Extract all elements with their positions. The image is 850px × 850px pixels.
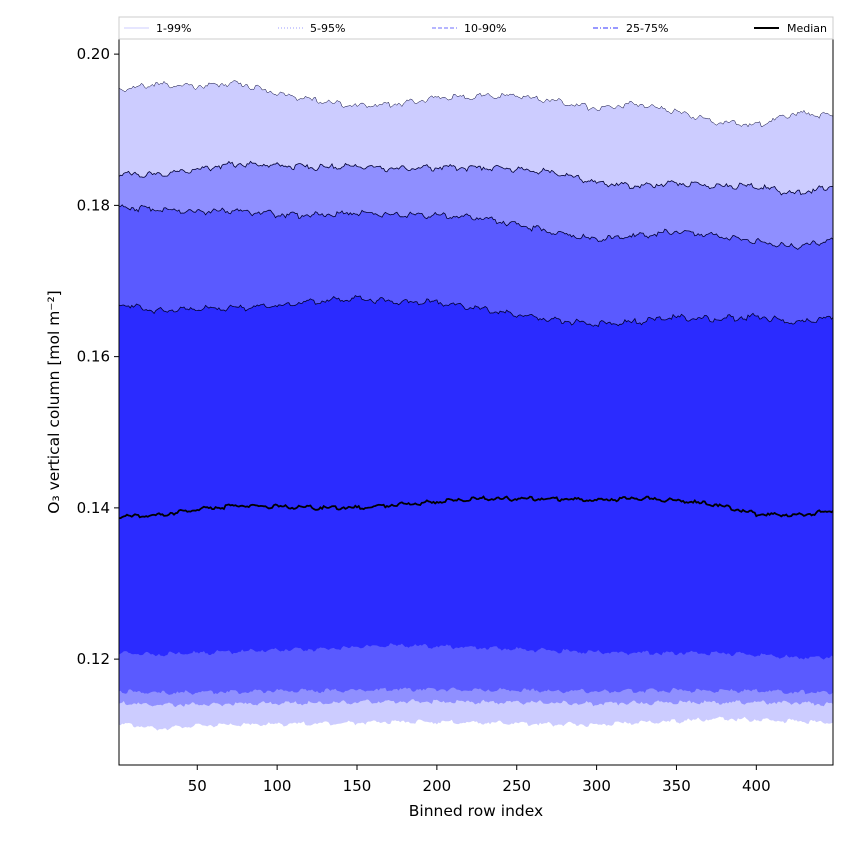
x-tick-label: 150 [343,777,372,795]
y-tick-label: 0.20 [77,45,110,63]
x-tick-label: 400 [742,777,771,795]
y-axis-ticks: 0.12 0.14 0.16 0.18 0.20 [77,45,119,668]
band-upper-line-1-99% [118,80,834,128]
y-axis-title: O₃ vertical column [mol m⁻²] [45,290,63,513]
x-tick-label: 350 [662,777,691,795]
x-tick-label: 200 [423,777,452,795]
legend: 1-99% 5-95% 10-90% 25-75% Median [118,16,834,40]
percentile-bands [118,80,834,731]
y-tick-label: 0.18 [77,196,110,214]
x-tick-label: 50 [188,777,207,795]
band-upper-line-5-95% [118,160,834,196]
legend-item: 25-75% [593,22,668,35]
legend-frame [118,16,834,40]
legend-item: Median [754,22,827,35]
y-tick-label: 0.14 [77,499,110,517]
band-upper-line-25-75% [118,295,834,328]
x-tick-label: 300 [582,777,611,795]
x-tick-label: 250 [502,777,531,795]
legend-item: 10-90% [432,22,506,35]
legend-label: 5-95% [310,22,345,35]
x-axis-ticks: 50 100 150 200 250 300 350 400 [188,765,771,795]
median-line [119,495,834,519]
legend-label: 1-99% [156,22,191,35]
legend-label: Median [787,22,827,35]
median-layer [119,495,834,519]
legend-item: 5-95% [278,22,345,35]
band-upper-line-10-90% [118,204,834,250]
y-tick-label: 0.16 [77,348,110,366]
legend-item: 1-99% [124,22,191,35]
band-25-75% [119,295,833,660]
x-axis-title: Binned row index [409,802,543,820]
legend-label: 25-75% [626,22,668,35]
legend-label: 10-90% [464,22,506,35]
y-tick-label: 0.12 [77,650,110,668]
x-tick-label: 100 [263,777,292,795]
